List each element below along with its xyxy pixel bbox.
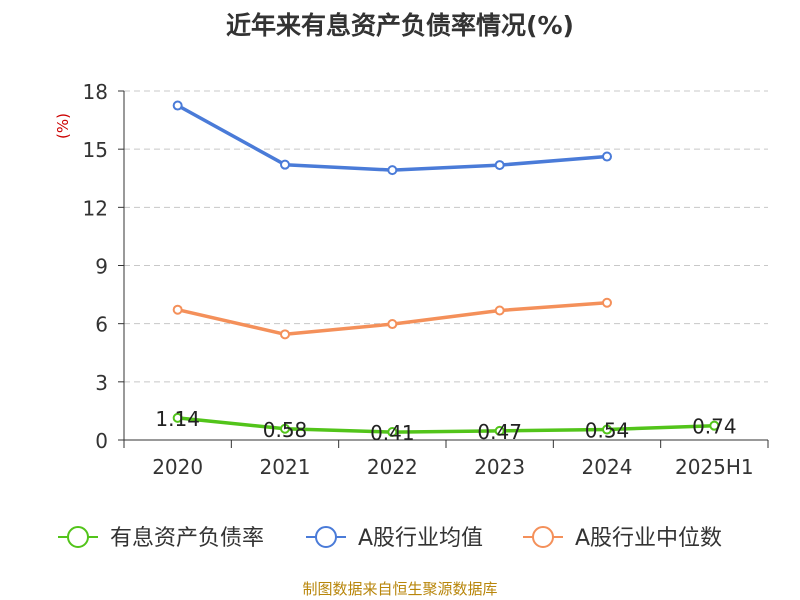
legend-label: A股行业中位数 xyxy=(575,526,722,551)
data-point xyxy=(602,424,612,435)
x-tick-label: 2023 xyxy=(474,455,525,479)
data-point xyxy=(280,423,290,434)
data-point xyxy=(280,159,290,170)
x-tick-label: 2022 xyxy=(367,455,418,479)
data-point xyxy=(494,160,505,171)
data-point xyxy=(280,329,290,340)
data-point xyxy=(172,304,183,315)
y-tick-label: 6 xyxy=(95,313,108,337)
y-tick-label: 12 xyxy=(83,196,108,220)
data-label: 0.58 xyxy=(263,418,308,442)
series-line xyxy=(175,300,609,337)
y-tick-label: 18 xyxy=(83,80,108,104)
data-label: 0.74 xyxy=(692,415,737,439)
data-label: 0.47 xyxy=(477,420,522,444)
data-point xyxy=(494,425,505,436)
data-point xyxy=(602,297,612,308)
data-source-note: 制图数据来自恒生聚源数据库 xyxy=(302,580,498,598)
data-point xyxy=(387,427,398,438)
data-point xyxy=(387,319,398,330)
legend-label: 有息资产负债率 xyxy=(110,526,264,551)
series-line xyxy=(175,103,609,172)
legend-label: A股行业均值 xyxy=(358,526,483,551)
data-point xyxy=(172,412,183,423)
chart-title: 近年来有息资产负债率情况(%) xyxy=(226,11,574,40)
data-point xyxy=(602,151,612,162)
y-axis-label: (%) xyxy=(54,113,72,139)
series-line xyxy=(175,416,717,434)
y-tick-label: 3 xyxy=(95,371,108,395)
data-label: 0.54 xyxy=(585,419,630,443)
data-point xyxy=(709,420,720,431)
legend-marker xyxy=(532,526,554,548)
data-point xyxy=(494,305,505,316)
data-point xyxy=(172,100,183,111)
data-point xyxy=(387,165,398,176)
legend-marker xyxy=(315,526,337,548)
data-label: 0.41 xyxy=(370,421,415,445)
y-tick-label: 15 xyxy=(83,138,108,162)
data-label: 1.14 xyxy=(155,407,200,431)
x-tick-label: 2025H1 xyxy=(675,455,754,479)
x-tick-label: 2021 xyxy=(260,455,311,479)
y-tick-label: 0 xyxy=(95,429,108,453)
legend-marker xyxy=(67,526,89,548)
y-tick-label: 9 xyxy=(95,255,108,279)
x-tick-label: 2020 xyxy=(152,455,203,479)
x-tick-label: 2024 xyxy=(582,455,633,479)
